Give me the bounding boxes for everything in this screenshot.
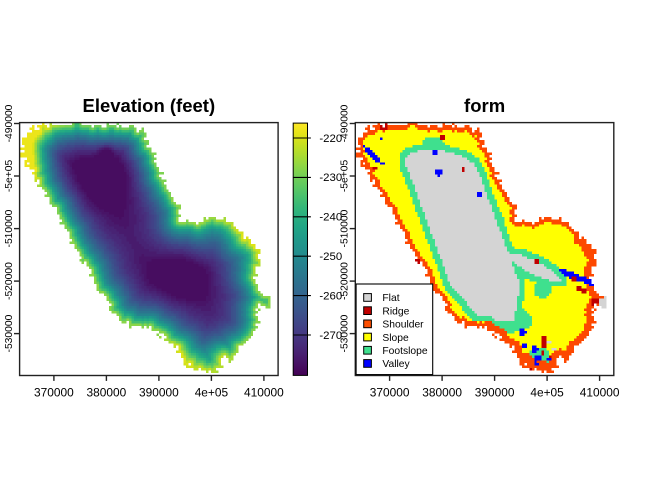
svg-text:410000: 410000 xyxy=(244,386,284,400)
svg-text:-520000: -520000 xyxy=(340,262,351,300)
svg-text:-510000: -510000 xyxy=(340,209,351,247)
svg-text:-230: -230 xyxy=(319,172,342,184)
svg-text:-510000: -510000 xyxy=(4,209,15,247)
svg-text:380000: 380000 xyxy=(422,386,462,400)
svg-text:4e+05: 4e+05 xyxy=(530,386,564,400)
svg-text:form: form xyxy=(464,95,505,116)
svg-text:Footslope: Footslope xyxy=(382,346,427,357)
svg-text:380000: 380000 xyxy=(87,386,127,400)
svg-text:-530000: -530000 xyxy=(4,314,15,352)
svg-text:-250: -250 xyxy=(319,251,342,263)
svg-text:Valley: Valley xyxy=(382,359,410,370)
svg-text:370000: 370000 xyxy=(34,386,74,400)
svg-text:-270: -270 xyxy=(319,330,342,342)
svg-text:-490000: -490000 xyxy=(340,104,351,142)
svg-text:-5e+05: -5e+05 xyxy=(340,160,351,193)
svg-text:410000: 410000 xyxy=(580,386,620,400)
svg-text:Slope: Slope xyxy=(382,333,409,344)
svg-text:-5e+05: -5e+05 xyxy=(4,160,15,193)
svg-text:4e+05: 4e+05 xyxy=(195,386,229,400)
svg-text:-220: -220 xyxy=(319,133,342,145)
svg-text:-260: -260 xyxy=(319,290,342,302)
svg-text:-520000: -520000 xyxy=(4,262,15,300)
svg-text:Flat: Flat xyxy=(382,293,399,304)
svg-text:370000: 370000 xyxy=(370,386,410,400)
svg-text:Ridge: Ridge xyxy=(382,306,409,317)
svg-text:390000: 390000 xyxy=(475,386,515,400)
svg-text:-530000: -530000 xyxy=(340,314,351,352)
svg-text:Elevation (feet): Elevation (feet) xyxy=(83,95,216,116)
svg-text:Shoulder: Shoulder xyxy=(382,320,424,331)
svg-text:-240: -240 xyxy=(319,212,342,224)
svg-text:390000: 390000 xyxy=(139,386,179,400)
svg-text:-490000: -490000 xyxy=(4,104,15,142)
